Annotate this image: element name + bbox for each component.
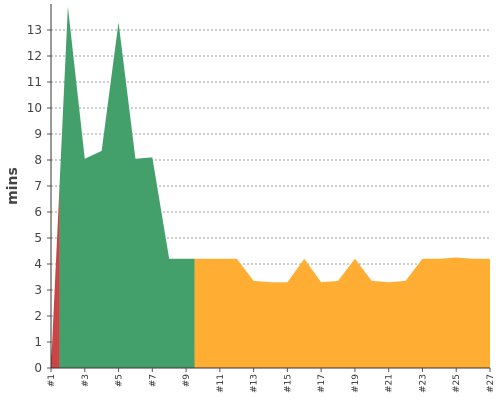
y-tick-label: 5 — [34, 231, 42, 245]
x-tick-label: #19 — [351, 374, 361, 393]
x-tick-label: #9 — [182, 374, 192, 388]
x-tick-label: #17 — [317, 374, 327, 393]
y-tick-label: 6 — [34, 205, 42, 219]
y-tick-label: 9 — [34, 127, 42, 141]
y-tick-label: 12 — [27, 49, 42, 63]
x-tick-label: #5 — [115, 374, 125, 387]
y-tick-label: 2 — [34, 309, 42, 323]
y-tick-label: 8 — [34, 153, 42, 167]
area-segment-2 — [59, 6, 195, 368]
y-tick-label: 3 — [34, 283, 42, 297]
x-tick-label: #13 — [250, 374, 260, 393]
y-tick-label: 1 — [34, 335, 42, 349]
x-tick-label: #1 — [47, 374, 57, 387]
x-tick-label: #7 — [148, 374, 158, 387]
x-tick-label: #11 — [216, 374, 226, 393]
y-tick-label: 13 — [27, 23, 42, 37]
y-tick-label: 0 — [34, 361, 42, 375]
area-segment-3 — [194, 257, 490, 368]
x-tick-label: #27 — [486, 374, 496, 393]
area-segment-1 — [51, 187, 60, 368]
y-tick-label: 7 — [34, 179, 42, 193]
x-tick-label: #21 — [385, 374, 395, 393]
x-tick-label: #25 — [452, 374, 462, 393]
y-axis-title: mins — [5, 167, 21, 205]
x-tick-label: #23 — [418, 374, 428, 393]
y-tick-label: 4 — [34, 257, 42, 271]
x-tick-label: #15 — [283, 374, 293, 393]
y-tick-label: 11 — [27, 75, 42, 89]
area-layer — [51, 6, 490, 368]
y-tick-label: 10 — [27, 101, 42, 115]
x-tick-label: #3 — [81, 374, 91, 387]
